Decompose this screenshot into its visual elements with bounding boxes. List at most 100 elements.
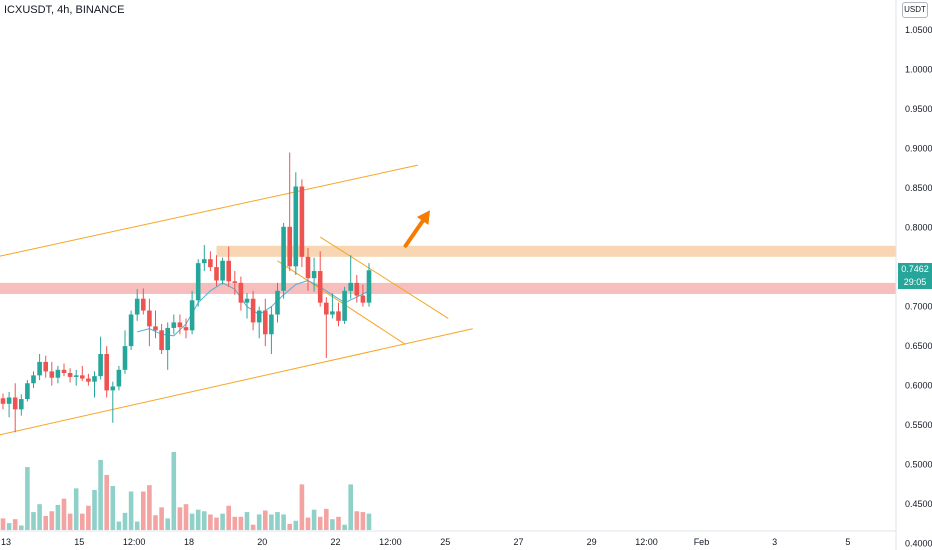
candle-body [31,375,36,384]
candle-body [311,271,317,279]
volume-bar [324,508,329,530]
volume-bar [183,504,189,530]
volume-bar [299,484,305,530]
volume-bar [263,510,268,530]
up-arrow-head[interactable] [416,210,430,225]
volume-bar [92,489,97,530]
time-tick-label: 3 [772,537,777,547]
time-tick-label: Feb [694,537,710,547]
volume-bar [128,491,134,530]
volume-bar [49,511,55,530]
volume-bar [171,452,177,530]
volume-bar [86,505,91,530]
volume-bar [275,512,280,530]
candle-body [244,298,250,303]
volume-bar [208,514,213,530]
volume-bar [177,507,183,530]
wedge-lower-line[interactable] [277,260,406,345]
candle-body [256,310,262,323]
candle-body [202,259,207,264]
volume-bar [311,509,317,530]
time-tick-label: 12:00 [123,537,146,547]
volume-bar [189,513,195,530]
volume-bar [110,485,116,530]
volume-bar [116,521,122,530]
price-tick-label: 0.4500 [905,499,932,509]
currency-badge[interactable]: USDT [902,2,928,18]
time-tick-label: 12:00 [635,537,658,547]
volume-bar [6,523,12,530]
candle-body [214,267,219,281]
candle-body [134,298,140,315]
candle-body [49,371,55,378]
volume-bar [348,484,353,530]
candle-body [287,226,292,267]
price-tick-label: 0.8000 [905,223,932,233]
time-tick-label: 18 [184,537,194,547]
channel-upper-line[interactable] [0,164,418,257]
wedge-upper-line[interactable] [319,236,449,319]
volume-bar [153,515,158,530]
candle-body [55,369,61,378]
candle-body [19,399,24,410]
candle-body [159,330,164,351]
candle-body [177,322,183,328]
candle-body [366,270,372,303]
candle-body [98,354,103,377]
candle-body [171,322,177,328]
candle-body [336,311,341,321]
time-tick-label: 25 [440,537,450,547]
candle-body [324,302,329,315]
price-tick-label: 0.8500 [905,183,932,193]
candle-body [360,295,366,303]
zones-layer [0,245,897,294]
candle-body [189,300,195,331]
candle-body [6,397,12,404]
volume-bar [281,514,286,530]
volume-bar [19,525,24,530]
candle-body [281,226,286,291]
volume-bar [366,513,372,530]
candle-body [128,314,134,347]
candle-body [80,375,85,379]
volume-bar [336,516,341,530]
candle-body [232,281,238,283]
volume-bar [55,504,61,530]
price-tick-label: 1.0500 [905,25,932,35]
volume-bar [25,467,30,530]
candles-layer [0,152,372,433]
time-tick-label: 12:00 [379,537,402,547]
candle-body [293,186,299,267]
price-tick-label: 0.6500 [905,341,932,351]
volume-bar [330,519,335,530]
candle-body [67,372,73,377]
candle-body [269,314,274,335]
time-tick-label: 5 [845,537,850,547]
time-tick-label: 22 [330,537,340,547]
volume-bar [12,519,18,530]
candle-body [275,290,280,315]
volume-bar [287,523,292,530]
time-tick-label: 13 [1,537,11,547]
price-tick-label: 0.4000 [905,539,932,549]
candle-body [25,383,30,400]
candle-body [43,361,48,372]
volume-bar [43,516,48,530]
price-tick-label: 0.7000 [905,302,932,312]
volume-bar [220,513,225,530]
channel-lower-line[interactable] [0,328,473,436]
candle-body [250,298,256,323]
time-tick-label: 27 [513,537,523,547]
candle-body [330,311,335,315]
candle-body [141,298,146,311]
up-arrow-shaft[interactable] [403,214,428,248]
volume-bar [98,459,103,530]
support-zone[interactable] [0,282,896,294]
candle-body [165,327,170,351]
volume-bar [31,512,36,530]
resistance-zone[interactable] [216,245,897,257]
candle-body [12,397,18,410]
volume-bar [232,516,238,530]
volume-bar [134,521,140,530]
